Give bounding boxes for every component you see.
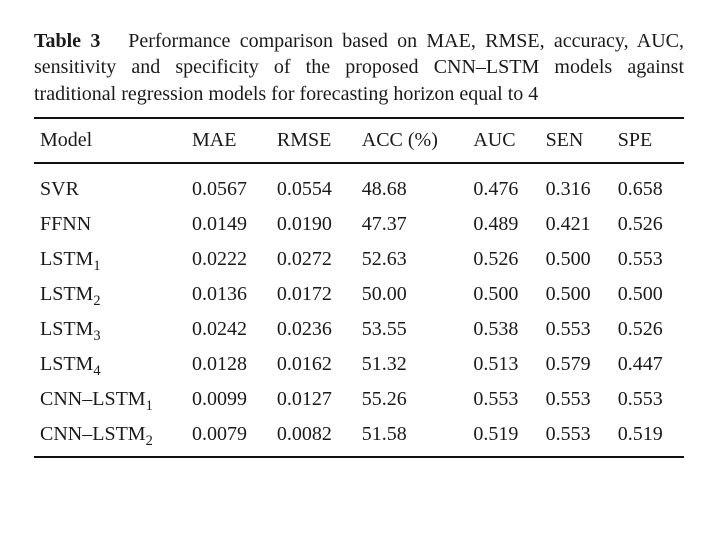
cell-rmse: 0.0127 [271,382,356,417]
cell-rmse: 0.0236 [271,312,356,347]
cell-rmse: 0.0172 [271,277,356,312]
model-base: FFNN [40,213,91,235]
cell-acc: 48.68 [356,163,468,207]
cell-mae: 0.0567 [186,163,271,207]
cell-rmse: 0.0190 [271,207,356,242]
cell-sen: 0.500 [540,242,612,277]
cell-spe: 0.526 [612,312,684,347]
cell-sen: 0.579 [540,347,612,382]
cell-spe: 0.500 [612,277,684,312]
model-subscript: 3 [93,328,100,344]
cell-auc: 0.500 [467,277,539,312]
cell-model: LSTM1 [34,242,186,277]
cell-auc: 0.538 [467,312,539,347]
cell-sen: 0.553 [540,382,612,417]
cell-sen: 0.421 [540,207,612,242]
model-subscript: 2 [93,293,100,309]
cell-rmse: 0.0082 [271,417,356,457]
cell-auc: 0.489 [467,207,539,242]
cell-auc: 0.513 [467,347,539,382]
col-header-auc: AUC [467,118,539,163]
model-base: LSTM [40,353,93,375]
cell-model: CNN–LSTM2 [34,417,186,457]
table-row: CNN–LSTM1 0.0099 0.0127 55.26 0.553 0.55… [34,382,684,417]
col-header-sen: SEN [540,118,612,163]
model-base: SVR [40,178,79,200]
cell-auc: 0.553 [467,382,539,417]
cell-spe: 0.519 [612,417,684,457]
cell-sen: 0.553 [540,312,612,347]
model-subscript: 1 [93,258,100,274]
cell-model: FFNN [34,207,186,242]
cell-mae: 0.0242 [186,312,271,347]
performance-table: Model MAE RMSE ACC (%) AUC SEN SPE SVR 0… [34,117,684,458]
cell-mae: 0.0149 [186,207,271,242]
model-subscript: 4 [93,363,100,379]
cell-acc: 47.37 [356,207,468,242]
col-header-spe: SPE [612,118,684,163]
cell-rmse: 0.0554 [271,163,356,207]
model-base: CNN–LSTM [40,423,146,445]
cell-spe: 0.526 [612,207,684,242]
model-subscript: 2 [146,433,153,449]
cell-model: LSTM3 [34,312,186,347]
model-base: LSTM [40,318,93,340]
cell-acc: 51.32 [356,347,468,382]
cell-mae: 0.0079 [186,417,271,457]
cell-model: CNN–LSTM1 [34,382,186,417]
cell-model: SVR [34,163,186,207]
table-caption-text: Performance comparison based on MAE, RMS… [34,30,684,105]
table-header-row: Model MAE RMSE ACC (%) AUC SEN SPE [34,118,684,163]
cell-sen: 0.316 [540,163,612,207]
col-header-acc: ACC (%) [356,118,468,163]
cell-acc: 55.26 [356,382,468,417]
cell-mae: 0.0099 [186,382,271,417]
cell-spe: 0.447 [612,347,684,382]
table-row: SVR 0.0567 0.0554 48.68 0.476 0.316 0.65… [34,163,684,207]
cell-auc: 0.476 [467,163,539,207]
model-base: CNN–LSTM [40,388,146,410]
cell-acc: 51.58 [356,417,468,457]
cell-acc: 53.55 [356,312,468,347]
cell-spe: 0.553 [612,382,684,417]
cell-mae: 0.0128 [186,347,271,382]
table-row: LSTM1 0.0222 0.0272 52.63 0.526 0.500 0.… [34,242,684,277]
table-row: LSTM3 0.0242 0.0236 53.55 0.538 0.553 0.… [34,312,684,347]
col-header-model: Model [34,118,186,163]
model-base: LSTM [40,248,93,270]
table-row: CNN–LSTM2 0.0079 0.0082 51.58 0.519 0.55… [34,417,684,457]
cell-acc: 52.63 [356,242,468,277]
table-row: LSTM4 0.0128 0.0162 51.32 0.513 0.579 0.… [34,347,684,382]
table-label: Table 3 [34,30,100,52]
table-body: SVR 0.0567 0.0554 48.68 0.476 0.316 0.65… [34,163,684,457]
col-header-rmse: RMSE [271,118,356,163]
table-caption: Table 3 Performance comparison based on … [34,28,684,107]
page-container: Table 3 Performance comparison based on … [0,0,718,486]
cell-model: LSTM2 [34,277,186,312]
cell-acc: 50.00 [356,277,468,312]
table-row: LSTM2 0.0136 0.0172 50.00 0.500 0.500 0.… [34,277,684,312]
caption-spacer [110,30,129,52]
model-subscript: 1 [146,398,153,414]
cell-auc: 0.526 [467,242,539,277]
model-base: LSTM [40,283,93,305]
cell-spe: 0.553 [612,242,684,277]
cell-model: LSTM4 [34,347,186,382]
cell-auc: 0.519 [467,417,539,457]
cell-sen: 0.553 [540,417,612,457]
cell-rmse: 0.0272 [271,242,356,277]
table-row: FFNN 0.0149 0.0190 47.37 0.489 0.421 0.5… [34,207,684,242]
cell-mae: 0.0222 [186,242,271,277]
cell-spe: 0.658 [612,163,684,207]
cell-rmse: 0.0162 [271,347,356,382]
cell-mae: 0.0136 [186,277,271,312]
col-header-mae: MAE [186,118,271,163]
cell-sen: 0.500 [540,277,612,312]
